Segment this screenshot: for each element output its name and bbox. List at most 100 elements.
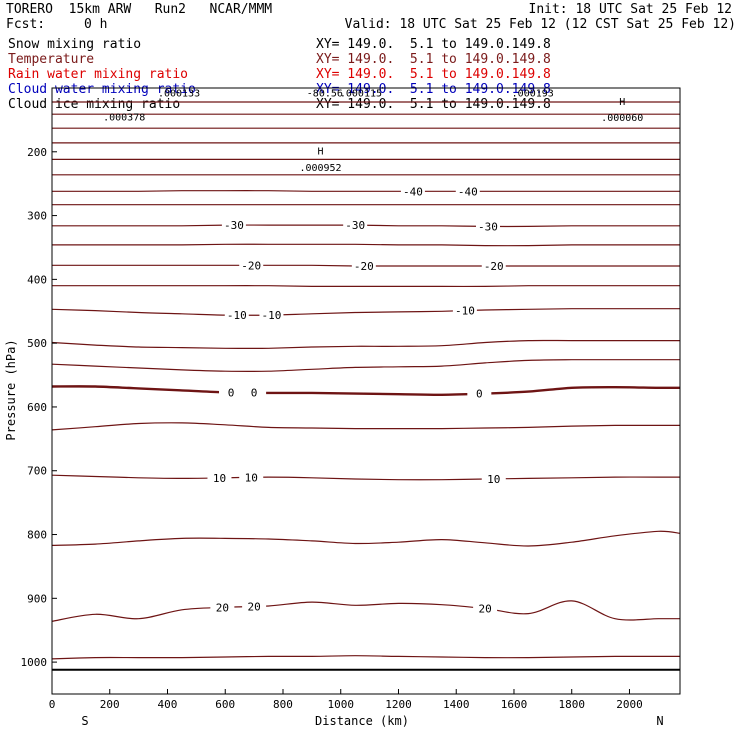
isotherm-line-17 [51,474,680,481]
forecast-label: Fcst: [6,17,46,32]
isotherm-line-14 [51,359,680,372]
x-tick-label-0: 0 [49,698,56,711]
isotherm-line-13 [51,339,680,350]
isotherm-label-8-0: -30 [224,219,244,232]
forecast-value: 0 h [84,17,108,32]
north-label: N [656,714,663,728]
isotherm-label-19-0: 20 [216,601,229,614]
legend-coords-cloud-water: XY= 149.0. 5.1 to 149.0.149.8 [316,82,551,97]
x-tick-label-200: 200 [100,698,120,711]
y-tick-label-400: 400 [27,273,47,286]
isotherm-line-9 [52,243,680,247]
isotherm-line-19 [51,600,681,622]
x-axis-label: Distance (km) [315,714,409,728]
y-axis: 200 300 400 500 600 700 800 900 1000 [21,146,57,669]
isotherm-label-10-0: -20 [241,259,261,272]
y-tick-label-300: 300 [27,210,47,223]
y-tick-label-700: 700 [27,465,47,478]
isotherm-line-11 [52,285,680,288]
legend-name-cloud-ice: Cloud ice mixing ratio [8,97,181,112]
legend-name-snow: Snow mixing ratio [8,37,142,52]
isotherm-line-10 [52,264,680,267]
isotherm-label-bg-12-1 [259,309,284,322]
annotation-5: .000133 [158,88,200,99]
isotherm-label-15-2: 0 [476,388,483,401]
isotherm-label-bg-19-1 [242,600,267,613]
isotherm-label-8-2: -30 [478,220,498,233]
isotherm-label-bg-6-0 [400,185,425,198]
isotherm-label-6-0: -40 [403,185,423,198]
isotherm-label-bg-8-1 [343,219,368,232]
y-axis-label: Pressure (hPa) [4,339,18,440]
isotherm-label-10-1: -20 [354,260,374,273]
isotherm-line-6 [52,190,680,192]
valid-time: Valid: 18 UTC Sat 25 Feb 12 (12 CST Sat … [344,17,736,32]
isotherm-label-bg-8-0 [221,219,246,232]
isotherm-label-bg-17-0 [207,471,232,484]
isotherm-line-8 [52,224,680,228]
x-tick-label-1200: 1200 [385,698,412,711]
isotherm-label-bg-19-2 [473,602,498,615]
isotherm-label-19-1: 20 [247,600,260,613]
x-tick-label-600: 600 [215,698,235,711]
x-tick-label-800: 800 [273,698,293,711]
legend-coords-rain: XY= 149.0. 5.1 to 149.0.149.8 [316,67,551,82]
isotherm-label-bg-17-1 [239,471,264,484]
x-axis: 0 200 400 600 800 1000 1200 1400 1600 1800 2000 [49,689,643,711]
x-tick-label-1800: 1800 [558,698,585,711]
isotherm-label-15-0: 0 [228,386,235,399]
annotation-8: .000193 [512,88,554,99]
isotherm-label-bg-8-2 [475,220,500,233]
y-tick-label-200: 200 [27,146,47,159]
isotherm-label-bg-15-2 [467,387,492,400]
annotation-6: -80.56 [307,88,343,99]
y-tick-label-1000: 1000 [21,656,48,669]
isotherm-line-18 [51,530,681,547]
isotherm-line-12 [51,308,680,316]
y-tick-label-500: 500 [27,337,47,350]
isotherm-label-bg-17-2 [481,472,506,485]
isotherm-label-8-1: -30 [345,219,365,232]
isotherm-label-bg-15-0 [219,386,244,399]
isotherm-line-15 [51,385,681,397]
legend-coords-cloud-ice: XY= 149.0. 5.1 to 149.0.149.8 [316,97,551,112]
legend-coords-snow: XY= 149.0. 5.1 to 149.0.149.8 [316,37,551,52]
isotherm-label-19-2: 20 [478,603,491,616]
isotherm-label-bg-10-0 [239,259,264,272]
annotation-4: .000378 [103,113,145,124]
isotherm-line-20 [51,655,680,660]
legend-coords-temperature: XY= 149.0. 5.1 to 149.0.149.8 [316,52,551,67]
legend-name-cloud-water: Cloud water mixing ratio [8,82,196,97]
x-tick-label-1400: 1400 [443,698,470,711]
x-tick-label-400: 400 [158,698,178,711]
isotherm-label-17-2: 10 [487,473,500,486]
isotherm-label-12-2: -10 [455,305,475,318]
isotherm-label-17-1: 10 [245,471,258,484]
isotherm-label-bg-6-1 [455,185,480,198]
x-tick-label-2000: 2000 [616,698,643,711]
init-time: Init: 18 UTC Sat 25 Feb 12 [528,2,733,17]
isotherm-label-bg-10-1 [351,259,376,272]
isotherm-label-17-0: 10 [213,472,226,485]
legend-name-rain: Rain water mixing ratio [8,67,189,82]
annotation-0: H [318,146,324,157]
south-label: S [81,714,88,728]
isotherm-label-bg-15-1 [242,386,267,399]
plot-frame [51,87,681,695]
legend-name-temperature: Temperature [8,52,95,67]
annotation-1: .000952 [299,163,341,174]
y-tick-label-800: 800 [27,529,47,542]
annotation-2: H [619,97,625,108]
model-title: TORERO 15km ARW Run2 NCAR/MMM [6,2,273,17]
isotherm-line-16 [51,422,680,431]
isotherm-label-bg-10-2 [481,259,506,272]
x-tick-label-1600: 1600 [501,698,528,711]
annotation-3: .000060 [601,113,643,124]
annotation-7: .000115 [340,88,382,99]
isotherm-label-10-2: -20 [484,260,504,273]
isotherm-label-12-1: -10 [262,309,282,322]
x-tick-label-1000: 1000 [327,698,354,711]
y-tick-label-600: 600 [27,401,47,414]
